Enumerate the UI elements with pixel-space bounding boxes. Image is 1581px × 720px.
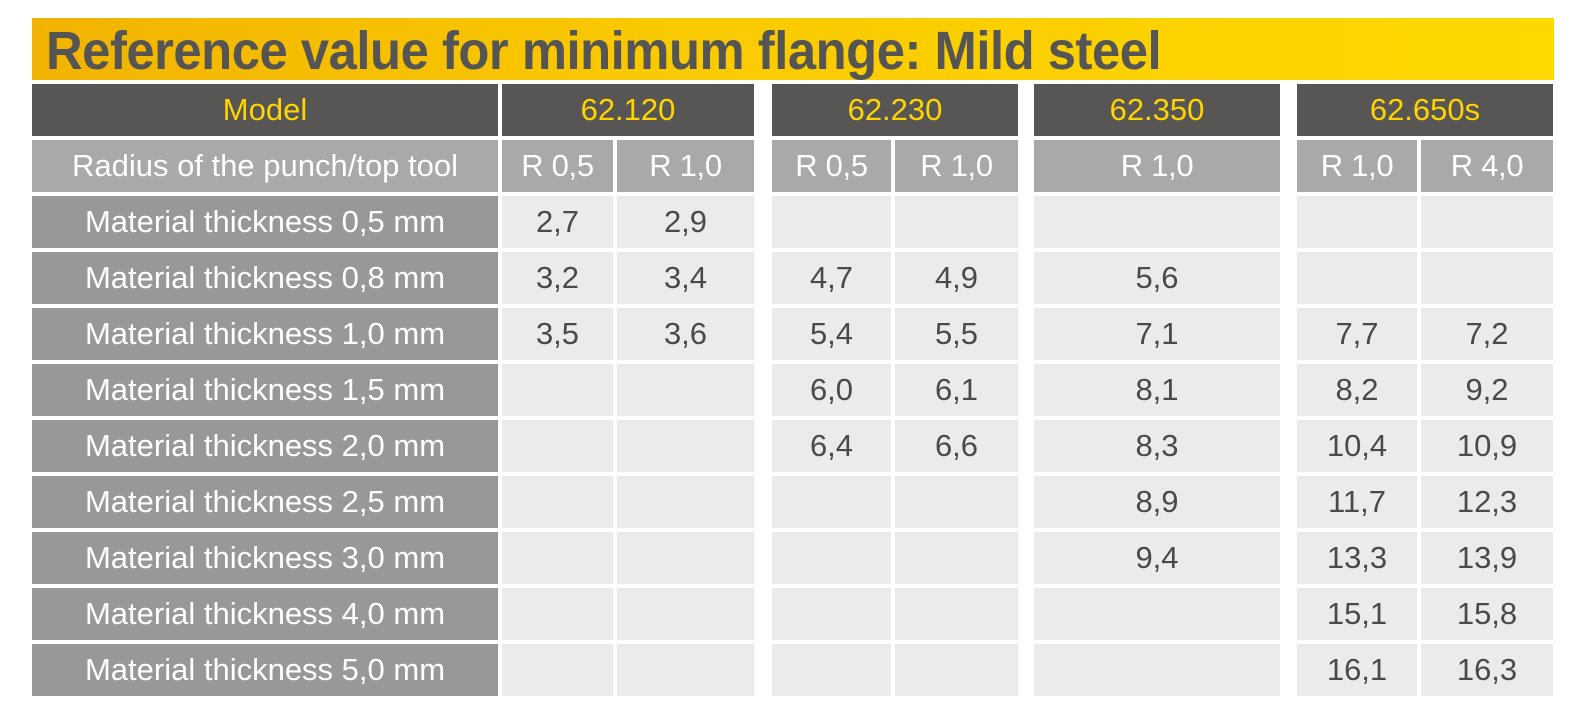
value-cell-62-650s-r40: 10,9: [1421, 420, 1553, 472]
row-label: Material thickness 1,0 mm: [32, 308, 498, 360]
value-cell-62-120-r05: [502, 532, 613, 584]
value-cell-62-230-r05: [772, 644, 891, 696]
value-cell-62-230-r10: 6,6: [895, 420, 1018, 472]
row-label: Material thickness 0,5 mm: [32, 196, 498, 248]
value-cell-62-350-r10: [1034, 644, 1280, 696]
value-cell-62-650s-r40: [1421, 252, 1553, 304]
value-cell-62-230-r10: [895, 196, 1018, 248]
value-cell-62-120-r10: [617, 532, 754, 584]
row-label: Material thickness 2,5 mm: [32, 476, 498, 528]
value-cell-62-650s-r40: 15,8: [1421, 588, 1553, 640]
value-cell-62-350-r10: [1034, 588, 1280, 640]
value-cell-62-120-r10: [617, 364, 754, 416]
radius-header-62-650s-r10: R 1,0: [1297, 140, 1417, 192]
value-cell-62-650s-r10: 16,1: [1297, 644, 1417, 696]
value-cell-62-230-r05: [772, 196, 891, 248]
value-cell-62-230-r05: [772, 532, 891, 584]
value-cell-62-120-r05: 2,7: [502, 196, 613, 248]
value-cell-62-650s-r10: 11,7: [1297, 476, 1417, 528]
row-label: Material thickness 3,0 mm: [32, 532, 498, 584]
value-cell-62-650s-r10: [1297, 196, 1417, 248]
value-cell-62-650s-r10: 13,3: [1297, 532, 1417, 584]
value-cell-62-230-r05: 5,4: [772, 308, 891, 360]
radius-header-62-230-r10: R 1,0: [895, 140, 1018, 192]
row-label: Material thickness 1,5 mm: [32, 364, 498, 416]
value-cell-62-120-r05: [502, 476, 613, 528]
value-cell-62-350-r10: [1034, 196, 1280, 248]
value-cell-62-230-r10: 6,1: [895, 364, 1018, 416]
value-cell-62-120-r05: [502, 420, 613, 472]
value-cell-62-120-r10: 3,4: [617, 252, 754, 304]
value-cell-62-120-r10: 2,9: [617, 196, 754, 248]
value-cell-62-650s-r40: 7,2: [1421, 308, 1553, 360]
row-label: Material thickness 4,0 mm: [32, 588, 498, 640]
model-header-62-350: 62.350: [1034, 84, 1280, 136]
value-cell-62-650s-r40: [1421, 196, 1553, 248]
value-cell-62-350-r10: 7,1: [1034, 308, 1280, 360]
value-cell-62-230-r10: [895, 644, 1018, 696]
value-cell-62-230-r05: 4,7: [772, 252, 891, 304]
value-cell-62-230-r10: 5,5: [895, 308, 1018, 360]
value-cell-62-650s-r10: 8,2: [1297, 364, 1417, 416]
value-cell-62-120-r05: 3,2: [502, 252, 613, 304]
row-label: Material thickness 0,8 mm: [32, 252, 498, 304]
value-cell-62-120-r05: [502, 588, 613, 640]
value-cell-62-350-r10: 8,3: [1034, 420, 1280, 472]
value-cell-62-350-r10: 8,1: [1034, 364, 1280, 416]
value-cell-62-230-r05: [772, 476, 891, 528]
value-cell-62-230-r05: [772, 588, 891, 640]
value-cell-62-650s-r10: 15,1: [1297, 588, 1417, 640]
value-cell-62-230-r10: [895, 588, 1018, 640]
value-cell-62-230-r10: 4,9: [895, 252, 1018, 304]
value-cell-62-120-r10: [617, 420, 754, 472]
radius-header-62-350-r10: R 1,0: [1034, 140, 1280, 192]
value-cell-62-230-r10: [895, 532, 1018, 584]
value-cell-62-650s-r10: 10,4: [1297, 420, 1417, 472]
value-cell-62-650s-r40: 9,2: [1421, 364, 1553, 416]
value-cell-62-120-r05: [502, 644, 613, 696]
row-label: Material thickness 5,0 mm: [32, 644, 498, 696]
radius-header-62-120-r10: R 1,0: [617, 140, 754, 192]
value-cell-62-650s-r10: [1297, 252, 1417, 304]
page-title: Reference value for minimum flange: Mild…: [46, 21, 1162, 81]
model-header-62-230: 62.230: [772, 84, 1018, 136]
value-cell-62-230-r05: 6,4: [772, 420, 891, 472]
value-cell-62-650s-r40: 12,3: [1421, 476, 1553, 528]
value-cell-62-650s-r10: 7,7: [1297, 308, 1417, 360]
model-header-62-650s: 62.650s: [1297, 84, 1553, 136]
value-cell-62-650s-r40: 16,3: [1421, 644, 1553, 696]
value-cell-62-120-r05: [502, 364, 613, 416]
value-cell-62-350-r10: 5,6: [1034, 252, 1280, 304]
row-label: Material thickness 2,0 mm: [32, 420, 498, 472]
value-cell-62-230-r10: [895, 476, 1018, 528]
value-cell-62-120-r05: 3,5: [502, 308, 613, 360]
model-header-label: Model: [32, 84, 498, 136]
radius-header-62-230-r05: R 0,5: [772, 140, 891, 192]
radius-header-label: Radius of the punch/top tool: [32, 140, 498, 192]
title-bar: Reference value for minimum flange: Mild…: [32, 18, 1554, 81]
value-cell-62-350-r10: 8,9: [1034, 476, 1280, 528]
value-cell-62-650s-r40: 13,9: [1421, 532, 1553, 584]
model-header-62-120: 62.120: [502, 84, 754, 136]
value-cell-62-120-r10: [617, 644, 754, 696]
value-cell-62-230-r05: 6,0: [772, 364, 891, 416]
radius-header-62-120-r05: R 0,5: [502, 140, 613, 192]
value-cell-62-120-r10: 3,6: [617, 308, 754, 360]
value-cell-62-120-r10: [617, 588, 754, 640]
value-cell-62-350-r10: 9,4: [1034, 532, 1280, 584]
radius-header-62-650s-r40: R 4,0: [1421, 140, 1553, 192]
value-cell-62-120-r10: [617, 476, 754, 528]
